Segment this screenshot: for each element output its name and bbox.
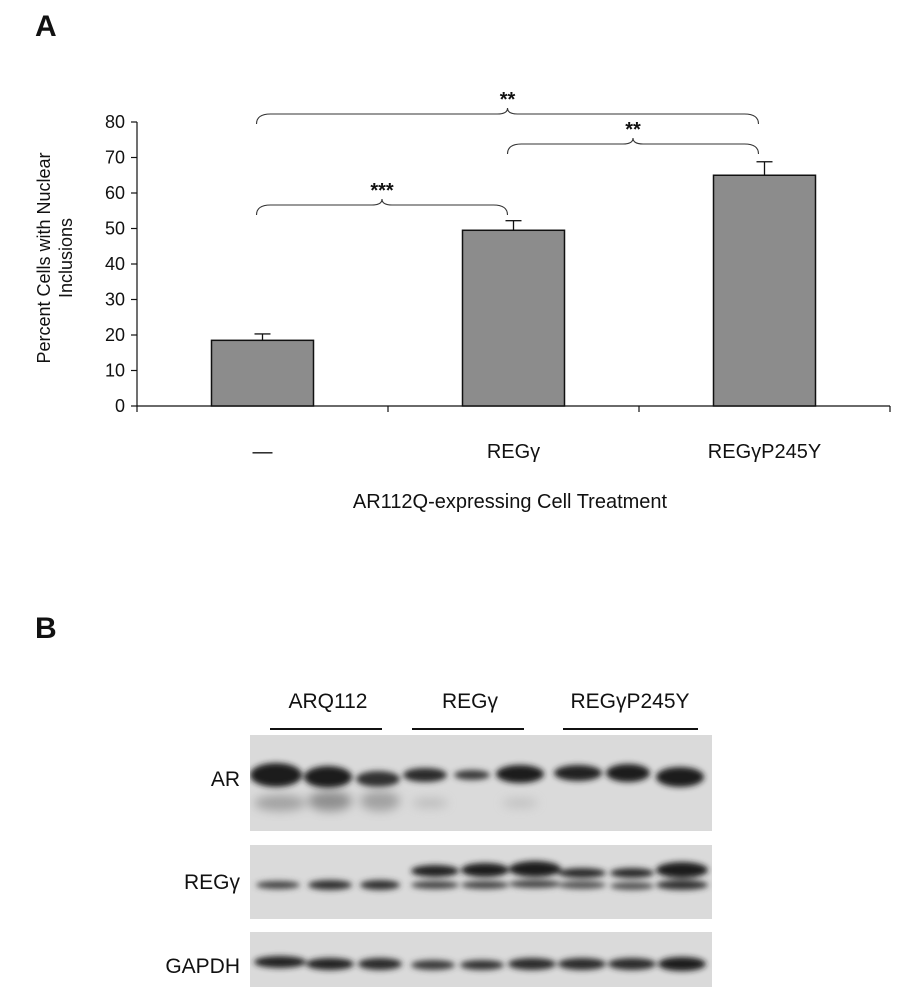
error-bars <box>254 161 773 341</box>
lane-group-bar-arq112 <box>270 728 382 730</box>
bar <box>210 339 315 407</box>
y-tick-label: 60 <box>105 183 125 203</box>
significance-bracket-label: ** <box>500 89 516 111</box>
y-tick-label: 40 <box>105 254 125 274</box>
lane-group-label-arq112: ARQ112 <box>288 690 368 713</box>
bars <box>210 174 817 407</box>
significance-bracket <box>506 137 760 155</box>
x-axis: — REGγ REGγP245Y <box>136 405 891 463</box>
y-tick-label: 0 <box>115 396 125 416</box>
significance-brackets: ******* <box>255 89 760 216</box>
significance-bracket-label: ** <box>625 119 641 141</box>
blot-gapdh <box>250 932 712 987</box>
y-tick-label: 50 <box>105 219 125 239</box>
x-tick-label: — <box>253 441 273 463</box>
y-tick-label: 80 <box>105 112 125 132</box>
lane-group-bar-regg <box>412 728 524 730</box>
y-tick-label: 20 <box>105 325 125 345</box>
significance-bracket <box>255 198 509 216</box>
y-tick-label: 70 <box>105 148 125 168</box>
blot-row-label-gapdh: GAPDH <box>165 955 240 978</box>
blot-row-label-regg: REGγ <box>183 871 240 894</box>
bar <box>712 174 817 407</box>
lane-group-label-regg: REGγ <box>441 690 498 713</box>
bar <box>461 229 566 407</box>
x-tick-label: REGγP245Y <box>708 441 821 463</box>
x-tick-label: REGγ <box>487 441 540 463</box>
x-axis-label: AR112Q-expressing Cell Treatment <box>353 491 668 513</box>
y-axis-label: Percent Cells with Nuclear Inclusions <box>34 152 76 363</box>
panel-label-a: A <box>35 10 57 43</box>
significance-bracket-label: *** <box>370 180 394 202</box>
significance-bracket <box>255 107 760 125</box>
blot-regg <box>250 845 712 919</box>
y-tick-label: 10 <box>105 361 125 381</box>
y-axis: 0 10 20 30 40 50 60 70 80 <box>105 112 138 416</box>
lane-group-bar-regg-p245y <box>563 728 698 730</box>
panel-label-b: B <box>35 612 57 645</box>
y-tick-label: 30 <box>105 290 125 310</box>
blot-row-label-ar: AR <box>210 768 240 791</box>
blot-ar <box>250 735 712 831</box>
lane-group-label-regg-p245y: REGγP245Y <box>570 690 690 713</box>
